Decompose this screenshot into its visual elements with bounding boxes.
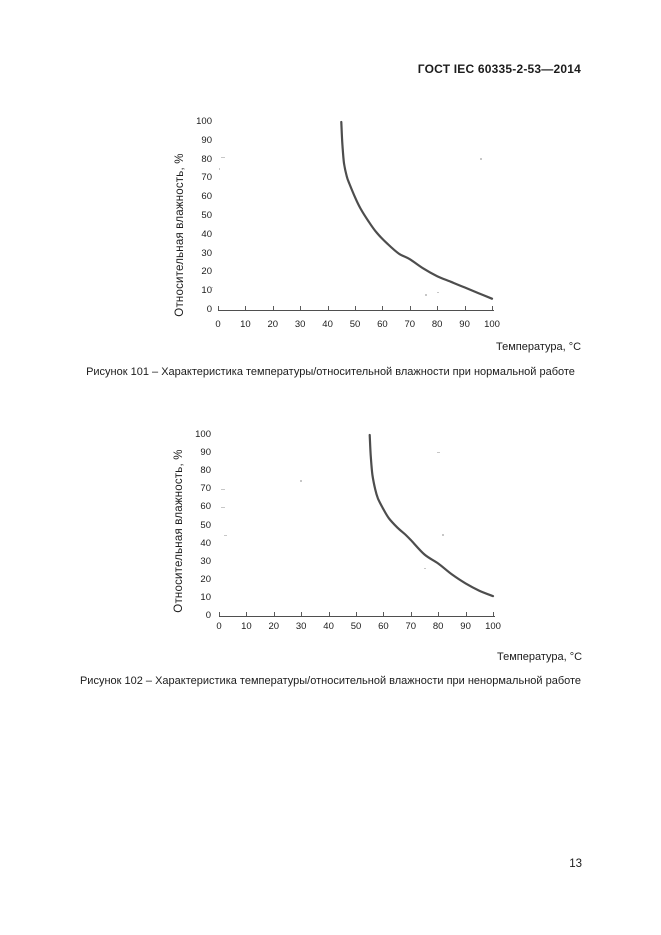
y-axis-title: Относительная влажность, % [173, 449, 185, 613]
x-tick-label: 20 [267, 319, 279, 330]
scan-speck [442, 534, 444, 536]
y-tick-label: 100 [195, 429, 211, 440]
x-tick-mark [438, 612, 440, 616]
x-tick-mark [245, 306, 247, 310]
y-tick-label: 90 [200, 447, 211, 459]
y-tick-label: 60 [200, 501, 211, 513]
x-tick-label: 0 [216, 621, 222, 632]
y-tick-label: 50 [201, 210, 212, 221]
x-tick-mark [272, 306, 274, 310]
x-tick-mark [355, 306, 356, 310]
y-tick-label: 70 [201, 172, 212, 184]
y-tick-label: 100 [196, 116, 212, 127]
document-header-title: ГОСТ IEC 60335-2-53—2014 [417, 62, 581, 76]
x-tick-label: 0 [215, 319, 221, 330]
scan-speck [300, 480, 302, 482]
x-tick-mark [273, 612, 275, 616]
x-tick-label: 60 [378, 621, 389, 632]
scan-speck [221, 157, 225, 158]
y-tick-label: 60 [201, 191, 212, 203]
x-tick-mark [409, 306, 411, 310]
x-tick-label: 10 [240, 319, 251, 330]
x-tick-mark [493, 612, 494, 616]
figure-caption: Рисунок 101 – Характеристика температуры… [86, 366, 575, 378]
x-axis-line [218, 310, 494, 311]
y-tick-label: 20 [200, 573, 211, 585]
x-tick-label: 40 [322, 319, 333, 330]
x-tick-mark [465, 612, 467, 616]
y-tick-label: 30 [200, 555, 211, 567]
y-tick-label: 10 [201, 285, 212, 297]
scan-speck [219, 168, 220, 170]
x-tick-label: 100 [484, 319, 500, 330]
x-tick-mark [218, 306, 219, 310]
x-tick-label: 100 [485, 621, 501, 632]
scan-speck [224, 535, 227, 536]
y-tick-label: 30 [201, 247, 212, 259]
curve-figure-102 [368, 433, 495, 598]
y-tick-label: 10 [200, 591, 211, 603]
x-tick-mark [437, 306, 439, 310]
y-tick-label: 0 [206, 304, 212, 315]
scan-speck [437, 292, 439, 293]
curve-figure-101 [340, 120, 494, 300]
x-tick-label: 20 [268, 621, 280, 632]
y-tick-label: 90 [201, 134, 212, 146]
x-tick-label: 30 [295, 621, 307, 632]
y-tick-label: 40 [200, 537, 211, 549]
scan-speck [480, 158, 482, 160]
y-tick-label: 70 [200, 483, 211, 495]
x-tick-label: 90 [460, 621, 471, 632]
x-tick-label: 70 [405, 621, 417, 632]
x-tick-mark [219, 612, 220, 616]
x-axis-title: Температура, °С [497, 651, 583, 663]
x-tick-label: 80 [431, 319, 443, 330]
scan-speck [425, 294, 427, 296]
y-tick-label: 0 [205, 610, 211, 621]
x-tick-mark [492, 306, 493, 310]
page-number: 13 [569, 858, 582, 870]
x-tick-label: 50 [349, 319, 361, 330]
x-axis-title: Температура, °С [496, 341, 582, 353]
x-tick-label: 50 [350, 621, 362, 632]
x-tick-mark [328, 612, 330, 616]
scan-speck [221, 507, 225, 508]
x-tick-label: 80 [432, 621, 444, 632]
scan-speck [210, 287, 213, 288]
y-tick-label: 40 [201, 228, 212, 240]
scan-speck [221, 489, 225, 490]
x-tick-mark [464, 306, 466, 310]
x-tick-label: 30 [294, 319, 306, 330]
y-axis-title: Относительная влажность, % [174, 153, 186, 317]
figure-caption: Рисунок 102 – Характеристика температуры… [79, 675, 582, 687]
x-tick-label: 40 [323, 621, 334, 632]
x-tick-label: 10 [241, 621, 252, 632]
x-axis-line [219, 616, 495, 617]
x-tick-label: 70 [404, 319, 416, 330]
x-tick-mark [246, 612, 248, 616]
x-tick-mark [327, 306, 329, 310]
x-tick-mark [301, 612, 303, 616]
x-tick-mark [356, 612, 357, 616]
scan-speck [437, 452, 440, 453]
x-tick-mark [383, 612, 385, 616]
y-tick-label: 80 [200, 465, 211, 477]
x-tick-label: 90 [459, 319, 470, 330]
y-tick-label: 80 [201, 153, 212, 165]
x-tick-label: 60 [377, 319, 388, 330]
scan-speck [424, 568, 426, 569]
x-tick-mark [410, 612, 412, 616]
x-tick-mark [300, 306, 302, 310]
x-tick-mark [382, 306, 384, 310]
y-tick-label: 50 [200, 519, 211, 531]
y-tick-label: 20 [201, 266, 212, 278]
